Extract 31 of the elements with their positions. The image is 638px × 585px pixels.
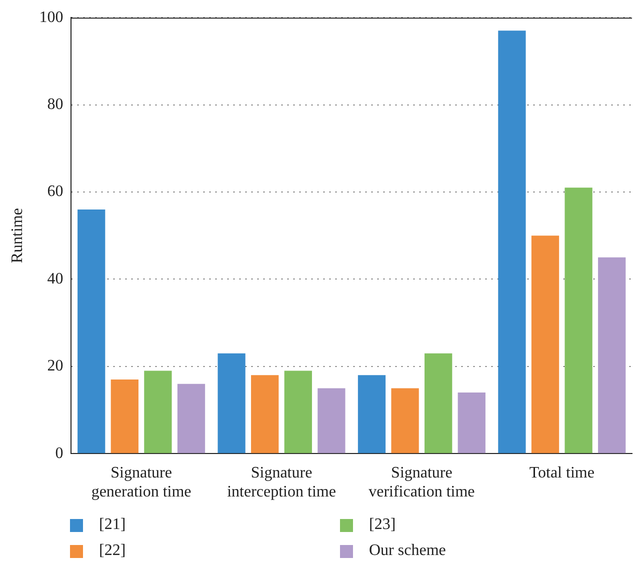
bar: [251, 375, 279, 454]
bar: [144, 370, 172, 454]
bar: [564, 188, 592, 454]
bar: [424, 353, 452, 454]
bar: [284, 370, 312, 454]
legend-label: Our scheme: [369, 542, 446, 560]
y-tick-label: 100: [39, 8, 64, 26]
y-axis-title: Runtime: [8, 208, 26, 264]
bar: [318, 388, 346, 454]
bar: [78, 209, 106, 454]
y-tick-label: 0: [55, 444, 64, 462]
y-tick-label: 60: [47, 183, 64, 200]
bar: [358, 375, 386, 454]
x-tick-label: Signature generation time: [91, 464, 192, 501]
bar: [110, 379, 138, 454]
x-tick-label: Signature interception time: [227, 464, 336, 501]
x-tick-label: Total time: [529, 464, 594, 482]
x-tick-label: Signature verification time: [368, 464, 475, 501]
y-tick-label: 80: [47, 96, 64, 114]
bar: [458, 392, 486, 454]
bar: [531, 236, 560, 454]
legend-label: [23]: [369, 516, 396, 534]
bar: [177, 384, 206, 454]
legend-label: [21]: [99, 516, 126, 534]
bar: [498, 30, 526, 454]
bar: [391, 388, 419, 454]
bar: [218, 353, 246, 454]
y-tick-label: 20: [47, 358, 64, 375]
y-tick-label: 40: [47, 270, 64, 288]
bar: [598, 257, 626, 454]
legend-label: [22]: [99, 542, 126, 560]
